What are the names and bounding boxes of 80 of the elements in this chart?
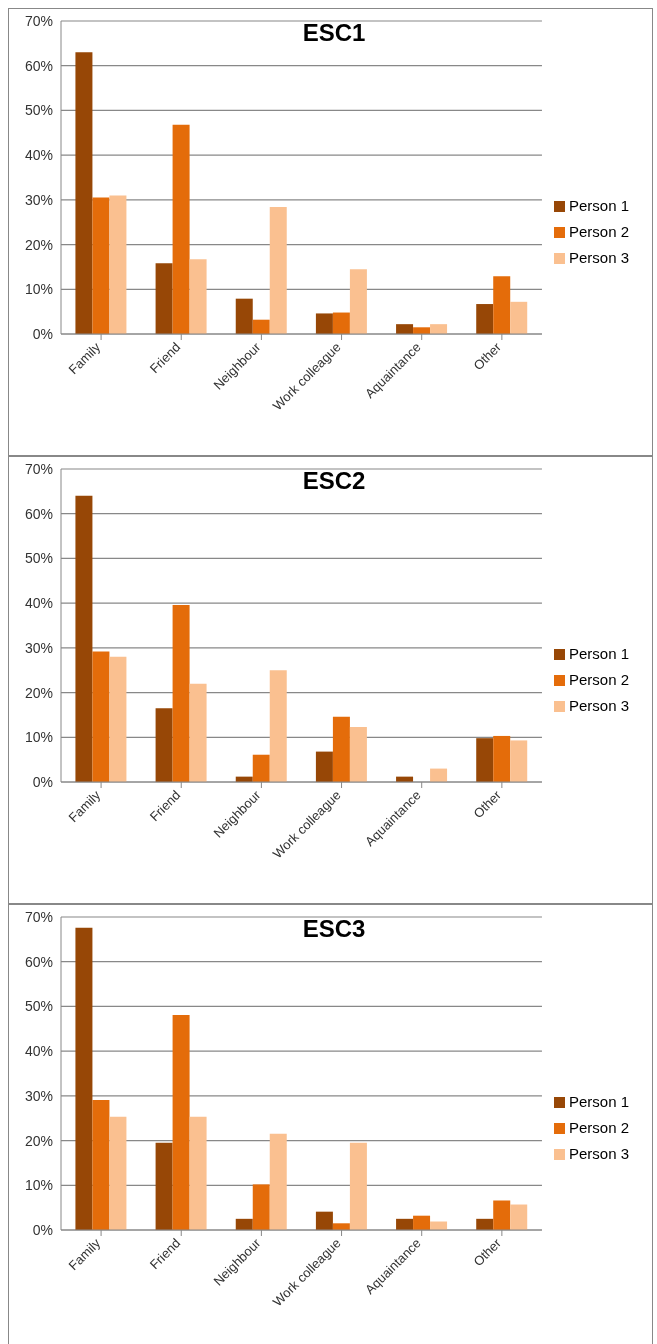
bar xyxy=(92,1099,110,1230)
y-tick-label: 30% xyxy=(24,639,53,656)
bar xyxy=(252,1184,270,1230)
bar xyxy=(510,1204,528,1230)
bar xyxy=(315,1211,333,1230)
legend-label: Person 1 xyxy=(568,196,629,214)
y-tick-label: 0% xyxy=(32,773,53,790)
y-tick-label: 20% xyxy=(24,236,53,253)
chart-title: ESC2 xyxy=(301,467,367,495)
y-tick-label: 40% xyxy=(24,1043,53,1060)
bar xyxy=(75,927,93,1230)
y-tick-label: 20% xyxy=(24,1132,53,1149)
y-tick-label: 10% xyxy=(24,1177,53,1194)
y-tick-label: 20% xyxy=(24,684,53,701)
bar xyxy=(269,1133,287,1230)
y-tick-label: 60% xyxy=(24,505,53,522)
legend-label: Person 2 xyxy=(568,1118,629,1136)
bar xyxy=(510,740,528,782)
bar xyxy=(172,604,190,782)
bar xyxy=(155,708,173,782)
bar xyxy=(109,195,127,334)
legend-label: Person 3 xyxy=(568,696,629,714)
bar xyxy=(155,1142,173,1230)
y-tick-label: 40% xyxy=(24,147,53,164)
bar xyxy=(510,301,528,334)
y-tick-label: 0% xyxy=(32,325,53,342)
bar xyxy=(155,263,173,334)
bar xyxy=(413,1215,431,1230)
bar xyxy=(349,1142,367,1230)
chart-title: ESC1 xyxy=(301,19,367,47)
y-tick-label: 50% xyxy=(24,550,53,567)
bar xyxy=(493,276,511,334)
y-tick-label: 60% xyxy=(24,57,53,74)
bar xyxy=(75,52,93,334)
y-tick-label: 30% xyxy=(24,1087,53,1104)
bar xyxy=(332,716,350,782)
y-tick-label: 10% xyxy=(24,729,53,746)
bar xyxy=(476,738,494,782)
bar xyxy=(349,269,367,334)
y-tick-label: 10% xyxy=(24,281,53,298)
bar xyxy=(252,754,270,782)
bar xyxy=(235,298,253,334)
legend-label: Person 2 xyxy=(568,222,629,240)
bar xyxy=(75,495,93,782)
bar xyxy=(332,312,350,334)
y-tick-label: 30% xyxy=(24,191,53,208)
bar xyxy=(189,259,207,334)
y-tick-label: 50% xyxy=(24,102,53,119)
bar xyxy=(493,1200,511,1230)
y-tick-label: 50% xyxy=(24,998,53,1015)
chart-title: ESC3 xyxy=(301,915,367,943)
bar xyxy=(493,735,511,782)
bar xyxy=(189,1116,207,1230)
y-tick-label: 60% xyxy=(24,953,53,970)
bar xyxy=(252,319,270,334)
y-tick-label: 70% xyxy=(24,908,53,925)
bar xyxy=(172,1014,190,1230)
legend-label: Person 3 xyxy=(568,248,629,266)
bar xyxy=(109,1116,127,1230)
y-tick-label: 40% xyxy=(24,595,53,612)
bar xyxy=(109,656,127,782)
y-tick-label: 70% xyxy=(24,12,53,29)
bar xyxy=(315,313,333,334)
bar xyxy=(269,207,287,334)
y-tick-label: 70% xyxy=(24,460,53,477)
bar xyxy=(92,651,110,782)
bar xyxy=(430,324,448,334)
legend-label: Person 2 xyxy=(568,670,629,688)
bar xyxy=(189,683,207,782)
legend-label: Person 1 xyxy=(568,644,629,662)
bar xyxy=(92,197,110,334)
bar xyxy=(349,727,367,782)
bar xyxy=(172,124,190,334)
bar xyxy=(269,670,287,782)
bar xyxy=(315,751,333,782)
y-tick-label: 0% xyxy=(32,1221,53,1238)
legend-label: Person 1 xyxy=(568,1092,629,1110)
bar xyxy=(396,324,414,334)
bar xyxy=(476,304,494,334)
legend-label: Person 3 xyxy=(568,1144,629,1162)
